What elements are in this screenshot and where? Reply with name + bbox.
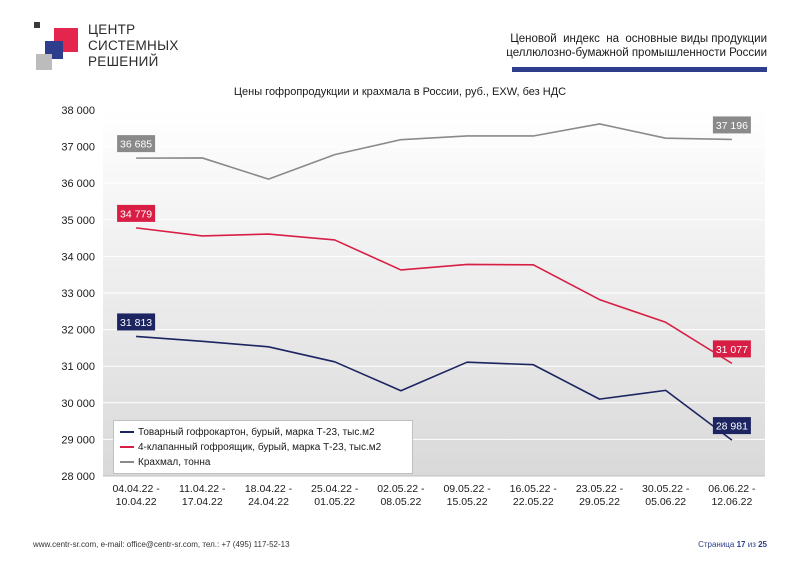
y-tick-label: 34 000 bbox=[61, 251, 95, 263]
y-tick-label: 29 000 bbox=[61, 434, 95, 446]
page-prefix: Страница bbox=[698, 540, 735, 549]
y-tick-label: 32 000 bbox=[61, 325, 95, 337]
data-label: 31 813 bbox=[120, 317, 152, 329]
y-tick-label: 33 000 bbox=[61, 288, 95, 300]
y-tick-label: 35 000 bbox=[61, 215, 95, 227]
x-tick-label: 11.04.22 -17.04.22 bbox=[179, 483, 226, 508]
x-tick-label: 06.06.22 -12.06.22 bbox=[708, 483, 756, 508]
footer-contacts: www.centr-sr.com, e-mail: office@centr-s… bbox=[33, 540, 290, 549]
logo-line-1: ЦЕНТР bbox=[88, 22, 136, 37]
company-logo bbox=[34, 22, 78, 70]
report-title-line-1: Ценовой индекс на основные виды продукци… bbox=[510, 33, 767, 45]
legend-item-starch: Крахмал, тонна bbox=[120, 455, 210, 469]
data-label-box bbox=[117, 135, 156, 153]
legend-label: Товарный гофрокартон, бурый, марка Т-23,… bbox=[138, 426, 375, 438]
y-tick-label: 37 000 bbox=[61, 142, 95, 154]
legend-swatch bbox=[120, 446, 134, 448]
x-tick-label: 30.05.22 -05.06.22 bbox=[642, 483, 690, 508]
data-labels: 31 813 28 981 34 779 31 077 36 685 37 196 bbox=[117, 116, 751, 435]
x-tick-label: 04.04.22 -10.04.22 bbox=[112, 483, 160, 508]
data-label-box bbox=[117, 204, 156, 222]
x-tick-label: 16.05.22 -22.05.22 bbox=[510, 483, 558, 508]
logo-dark-square bbox=[34, 22, 40, 28]
legend-item-corrugated-board: Товарный гофрокартон, бурый, марка Т-23,… bbox=[120, 425, 375, 439]
data-label: 34 779 bbox=[120, 208, 152, 220]
data-label: 31 077 bbox=[716, 344, 748, 356]
y-axis-ticks: 28 000 29 000 30 000 31 000 32 000 33 000 34 0… bbox=[61, 105, 95, 483]
data-label: 28 981 bbox=[716, 421, 748, 433]
logo-gray-square bbox=[36, 54, 52, 70]
series-line-1 bbox=[136, 227, 733, 365]
x-tick-label: 18.04.22 -24.04.22 bbox=[245, 483, 293, 508]
x-tick-label: 09.05.22 -15.05.22 bbox=[443, 483, 491, 508]
legend-label: Крахмал, тонна bbox=[138, 456, 211, 468]
report-title-line-2: целлюлозно-бумажной промышленности Росси… bbox=[506, 47, 767, 59]
data-label: 36 685 bbox=[120, 139, 152, 151]
chart-legend: Товарный гофрокартон, бурый, марка Т-23,… bbox=[113, 420, 413, 474]
x-axis-ticks: 04.04.22 -10.04.22 11.04.22 -17.04.22 18.0… bbox=[112, 483, 756, 508]
data-label-box bbox=[712, 340, 751, 358]
logo-line-3: РЕШЕНИЙ bbox=[88, 54, 159, 69]
page-current: 17 bbox=[736, 540, 746, 549]
y-tick-label: 30 000 bbox=[61, 398, 95, 410]
data-label: 37 196 bbox=[716, 120, 748, 132]
logo-line-2: СИСТЕМНЫХ bbox=[88, 38, 179, 53]
legend-swatch bbox=[120, 431, 134, 433]
x-tick-label: 02.05.22 -08.05.22 bbox=[377, 483, 425, 508]
y-tick-label: 38 000 bbox=[61, 105, 95, 117]
page-sep: из bbox=[747, 540, 756, 549]
header-accent-bar bbox=[512, 67, 767, 72]
chart-title: Цены гофропродукции и крахмала в России,… bbox=[233, 86, 567, 98]
x-tick-label: 23.05.22 -29.05.22 bbox=[576, 483, 624, 508]
page-total: 25 bbox=[758, 540, 767, 549]
legend-item-box: 4-клапанный гофроящик, бурый, марка Т-23… bbox=[120, 440, 381, 454]
legend-swatch bbox=[120, 461, 134, 463]
series-line-2 bbox=[136, 123, 732, 180]
y-tick-label: 28 000 bbox=[61, 471, 95, 483]
series-lines bbox=[136, 123, 733, 441]
data-label-box bbox=[117, 313, 156, 331]
y-tick-label: 31 000 bbox=[61, 361, 95, 373]
data-label-box bbox=[712, 116, 751, 134]
page-number: Страница 17 из 25 bbox=[698, 540, 767, 549]
legend-label: 4-клапанный гофроящик, бурый, марка Т-23… bbox=[138, 441, 382, 453]
logo-text: ЦЕНТР СИСТЕМНЫХ РЕШЕНИЙ bbox=[88, 22, 179, 70]
x-tick-label: 25.04.22 -01.05.22 bbox=[311, 483, 359, 508]
report-title: Ценовой индекс на основные виды продукци… bbox=[506, 32, 767, 60]
y-tick-label: 36 000 bbox=[61, 178, 95, 190]
data-label-box bbox=[712, 417, 751, 435]
